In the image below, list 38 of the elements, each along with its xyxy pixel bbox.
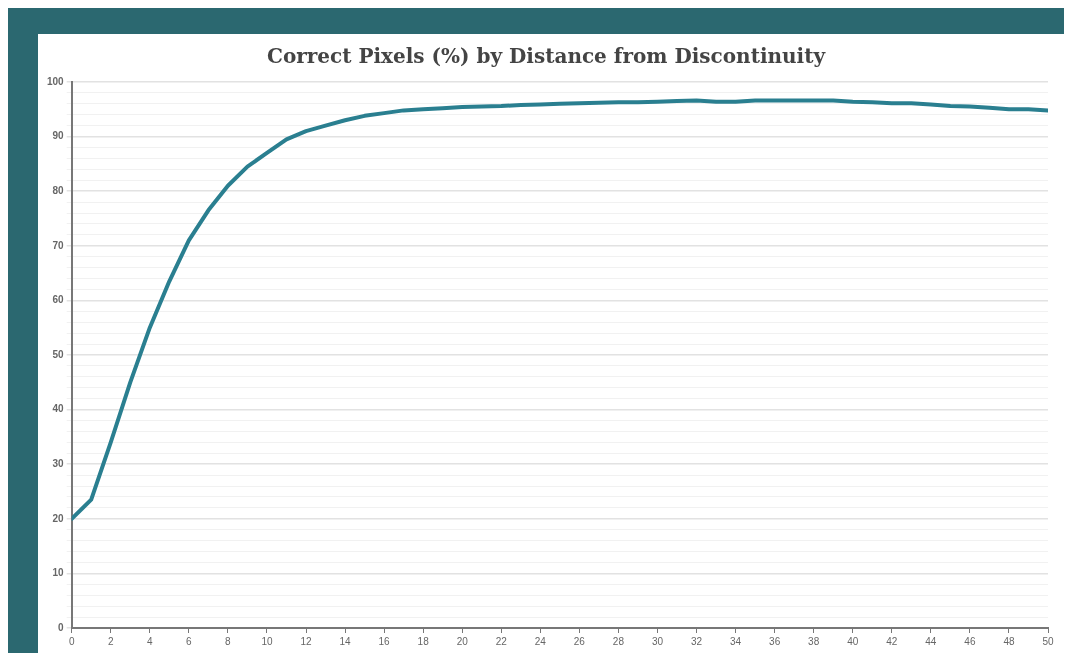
- x-tick-label: 14: [339, 635, 352, 647]
- x-tick-label: 46: [964, 635, 976, 647]
- x-tick-label: 2: [107, 635, 114, 647]
- chart-title: Correct Pixels (%) by Distance from Discontinuity: [266, 44, 827, 69]
- x-tick-label: 20: [456, 635, 469, 647]
- x-tick-label: 50: [1042, 635, 1054, 647]
- y-tick-label: 30: [52, 457, 65, 469]
- x-tick-label: 12: [300, 635, 312, 647]
- x-tick-label: 18: [417, 635, 430, 647]
- y-tick-label: 70: [52, 239, 65, 251]
- x-tick-label: 10: [261, 635, 273, 647]
- x-tick-label: 30: [651, 635, 664, 647]
- x-tick-label: 44: [925, 635, 937, 647]
- x-tick-label: 28: [612, 635, 625, 647]
- x-tick-label: 34: [730, 635, 742, 647]
- y-tick-label: 20: [52, 512, 65, 524]
- y-tick-label: 10: [52, 567, 65, 579]
- y-tick-label: 80: [52, 184, 65, 196]
- y-tick-label: 40: [52, 403, 65, 415]
- y-tick-label: 100: [47, 75, 65, 87]
- x-tick-label: 16: [378, 635, 391, 647]
- x-tick-label: 22: [495, 635, 508, 647]
- x-tick-label: 24: [534, 635, 547, 647]
- y-tick-label: 60: [52, 294, 65, 306]
- x-tick-label: 40: [847, 635, 859, 647]
- x-tick-label: 4: [147, 635, 154, 647]
- y-tick-label: 0: [58, 621, 65, 633]
- x-tick-label: 36: [769, 635, 781, 647]
- x-tick-label: 42: [886, 635, 898, 647]
- x-tick-label: 26: [573, 635, 586, 647]
- x-tick-label: 0: [68, 635, 75, 647]
- x-tick-label: 48: [1003, 635, 1015, 647]
- x-tick-label: 6: [186, 635, 193, 647]
- y-tick-label: 50: [52, 348, 65, 360]
- x-tick-label: 8: [225, 635, 232, 647]
- y-tick-label: 90: [52, 130, 65, 142]
- x-tick-label: 38: [808, 635, 820, 647]
- x-tick-label: 32: [690, 635, 703, 647]
